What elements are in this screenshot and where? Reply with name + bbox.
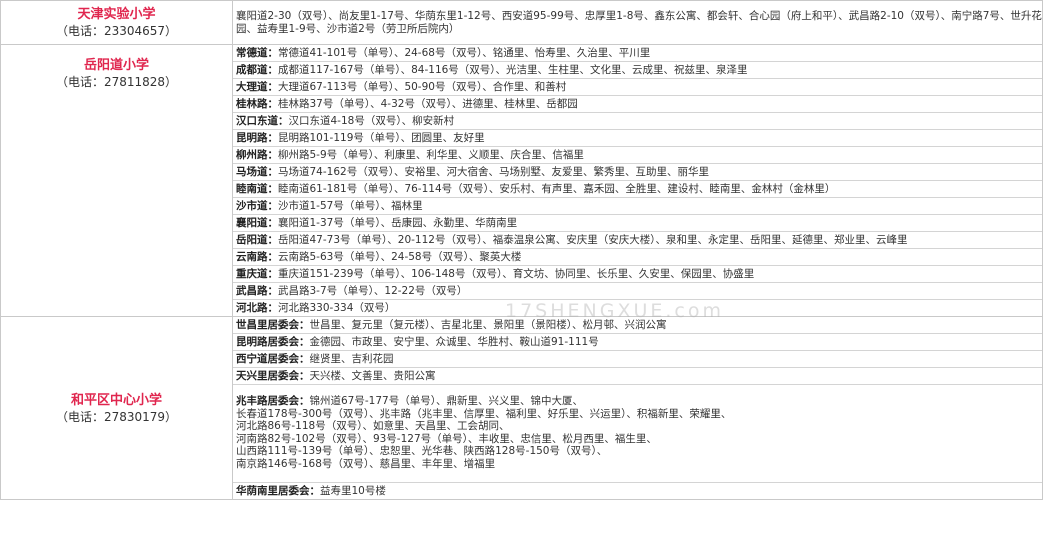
street-detail: 马场道74-162号（双号）、安裕里、河大宿舍、马场别墅、友爱里、繁秀里、互助里…: [278, 166, 709, 178]
school-row-yueyangdao: 岳阳道小学 （电话：27811828） 常德道：常德道41-101号（单号）、2…: [0, 44, 1043, 317]
street-label: 岳阳道：: [236, 234, 278, 246]
street-detail: 益寿里10号楼: [320, 485, 386, 497]
district-row: 河北路：河北路330-334（双号）: [233, 300, 1042, 316]
school-name: 天津实验小学: [77, 7, 156, 22]
district-row: 天兴里居委会：天兴楼、文善里、贵阳公寓: [233, 368, 1042, 385]
district-row: 襄阳道：襄阳道1-37号（单号）、岳康园、永勤里、华荫南里: [233, 215, 1042, 232]
street-detail: 河北路330-334（双号）: [278, 302, 396, 314]
district-row: 成都道：成都道117-167号（单号）、84-116号（双号）、光洁里、生柱里、…: [233, 62, 1042, 79]
district-text: 襄阳道2-30（双号）、尚友里1-17号、华荫东里1-12号、西安道95-99号…: [236, 9, 1042, 35]
street-label: 马场道：: [236, 166, 278, 178]
street-detail: 大理道67-113号（单号）、50-90号（双号）、合作里、和善村: [278, 81, 567, 93]
district-row: 汉口东道：汉口东道4-18号（双号）、柳安新村: [233, 113, 1042, 130]
district-row: 沙市道：沙市道1-57号（单号）、福林里: [233, 198, 1042, 215]
district-line: 长春道178号-300号（双号）、兆丰路（兆丰里、信厚里、福利里、好乐里、兴运里…: [236, 408, 1039, 421]
district-row: 华荫南里居委会：益寿里10号楼: [233, 483, 1042, 499]
school-name: 和平区中心小学: [70, 392, 162, 408]
district-row: 岳阳道：岳阳道47-73号（单号）、20-112号（双号）、福泰温泉公寓、安庆里…: [233, 232, 1042, 249]
district-row: 西宁道居委会：继贤里、吉利花园: [233, 351, 1042, 368]
street-label: 河北路：: [236, 302, 278, 314]
school-cell: 和平区中心小学 （电话：27830179）: [0, 316, 233, 500]
street-detail: 长春道178号-300号（双号）、兆丰路（兆丰里、信厚里、福利里、好乐里、兴运里…: [236, 407, 732, 420]
street-label: 昆明路：: [236, 132, 278, 144]
street-detail: 锦州道67号-177号（单号）、鼎新里、兴义里、锦中大厦、: [309, 395, 583, 407]
district-row: 昆明路：昆明路101-119号（单号）、团圆里、友好里: [233, 130, 1042, 147]
street-detail: 南京路146号-168号（双号）、慈昌里、丰年里、增福里: [236, 457, 496, 470]
street-detail: 金德园、市政里、安宁里、众诚里、华胜村、鞍山道91-111号: [309, 336, 599, 348]
street-detail: 睦南道61-181号（单号）、76-114号（双号）、安乐村、有声里、嘉禾园、全…: [278, 183, 836, 195]
street-detail: 河南路82号-102号（双号）、93号-127号（单号）、丰收里、忠信里、松月西…: [236, 432, 657, 445]
street-label: 汉口东道：: [236, 115, 289, 127]
district-row: 大理道：大理道67-113号（单号）、50-90号（双号）、合作里、和善村: [233, 79, 1042, 96]
street-label: 兆丰路居委会：: [236, 395, 310, 407]
district-line: 河南路82号-102号（双号）、93号-127号（单号）、丰收里、忠信里、松月西…: [236, 433, 1039, 446]
street-detail: 汉口东道4-18号（双号）、柳安新村: [288, 115, 455, 127]
street-detail: 岳阳道47-73号（单号）、20-112号（双号）、福泰温泉公寓、安庆里（安庆大…: [278, 234, 908, 246]
street-detail: 继贤里、吉利花园: [309, 353, 394, 365]
street-label: 桂林路：: [236, 98, 278, 110]
school-cell: 岳阳道小学 （电话：27811828）: [0, 44, 233, 317]
district-row-zhaofeng: 兆丰路居委会：锦州道67号-177号（单号）、鼎新里、兴义里、锦中大厦、 长春道1…: [233, 385, 1042, 483]
street-detail: 柳州路5-9号（单号）、利康里、利华里、义顺里、庆合里、信福里: [278, 149, 584, 161]
street-label: 世昌里居委会：: [236, 319, 310, 331]
school-phone: （电话：23304657）: [55, 24, 178, 38]
school-cell: 天津实验小学 （电话：23304657）: [0, 0, 233, 45]
street-label: 沙市道：: [236, 200, 278, 212]
school-row-tianjin-shiyan: 天津实验小学 （电话：23304657） 襄阳道2-30（双号）、尚友里1-17…: [0, 0, 1043, 45]
street-detail: 河北路86号-118号（双号）、如意里、天昌里、工会胡同、: [236, 420, 510, 432]
district-row: 柳州路：柳州路5-9号（单号）、利康里、利华里、义顺里、庆合里、信福里: [233, 147, 1042, 164]
street-detail: 成都道117-167号（单号）、84-116号（双号）、光洁里、生柱里、文化里、…: [278, 64, 748, 76]
street-label: 重庆道：: [236, 268, 278, 280]
district-row: 世昌里居委会：世昌里、复元里（复元楼）、吉星北里、景阳里（景阳楼）、松月邨、兴润…: [233, 317, 1042, 334]
street-detail: 常德道41-101号（单号）、24-68号（双号）、铭通里、怡寿里、久治里、平川…: [278, 47, 651, 59]
street-label: 西宁道居委会：: [236, 353, 310, 365]
street-label: 天兴里居委会：: [236, 370, 310, 382]
street-label: 襄阳道：: [236, 217, 278, 229]
street-detail: 天兴楼、文善里、贵阳公寓: [309, 370, 436, 382]
district-cell: 襄阳道2-30（双号）、尚友里1-17号、华荫东里1-12号、西安道95-99号…: [232, 0, 1043, 45]
street-label: 睦南道：: [236, 183, 278, 195]
district-line: 河北路86号-118号（双号）、如意里、天昌里、工会胡同、: [236, 420, 1039, 433]
school-phone: （电话：27811828）: [55, 75, 178, 89]
street-detail: 襄阳道1-37号（单号）、岳康园、永勤里、华荫南里: [278, 217, 518, 229]
district-row: 武昌路：武昌路3-7号（单号）、12-22号（双号）: [233, 283, 1042, 300]
district-line: 兆丰路居委会：锦州道67号-177号（单号）、鼎新里、兴义里、锦中大厦、: [236, 395, 1039, 408]
street-detail: 世昌里、复元里（复元楼）、吉星北里、景阳里（景阳楼）、松月邨、兴润公寓: [309, 319, 667, 331]
street-label: 成都道：: [236, 64, 278, 76]
district-cell: 世昌里居委会：世昌里、复元里（复元楼）、吉星北里、景阳里（景阳楼）、松月邨、兴润…: [232, 316, 1043, 500]
school-phone: （电话：27830179）: [55, 409, 178, 424]
district-row: 昆明路居委会：金德园、市政里、安宁里、众诚里、华胜村、鞍山道91-111号: [233, 334, 1042, 351]
street-detail: 桂林路37号（单号）、4-32号（双号）、进德里、桂林里、岳都园: [278, 98, 578, 110]
street-label: 云南路：: [236, 251, 278, 263]
street-detail: 重庆道151-239号（单号）、106-148号（双号）、育文坊、协同里、长乐里…: [278, 268, 755, 280]
street-detail: 云南路5-63号（单号）、24-58号（双号）、聚英大楼: [278, 251, 522, 263]
street-label: 大理道：: [236, 81, 278, 93]
street-detail: 武昌路3-7号（单号）、12-22号（双号）: [278, 285, 468, 297]
school-district-table: 天津实验小学 （电话：23304657） 襄阳道2-30（双号）、尚友里1-17…: [0, 0, 1043, 500]
street-detail: 山西路111号-139号（单号）、忠恕里、光华巷、陕西路128号-150号（双号…: [236, 445, 608, 457]
street-label: 常德道：: [236, 47, 278, 59]
street-label: 柳州路：: [236, 149, 278, 161]
school-row-heping-center: 和平区中心小学 （电话：27830179） 世昌里居委会：世昌里、复元里（复元楼…: [0, 316, 1043, 500]
district-row: 重庆道：重庆道151-239号（单号）、106-148号（双号）、育文坊、协同里…: [233, 266, 1042, 283]
street-label: 华荫南里居委会：: [236, 485, 320, 497]
district-row: 马场道：马场道74-162号（双号）、安裕里、河大宿舍、马场别墅、友爱里、繁秀里…: [233, 164, 1042, 181]
district-row: 云南路：云南路5-63号（单号）、24-58号（双号）、聚英大楼: [233, 249, 1042, 266]
district-line: 山西路111号-139号（单号）、忠恕里、光华巷、陕西路128号-150号（双号…: [236, 445, 1039, 458]
street-label: 武昌路：: [236, 285, 278, 297]
street-label: 昆明路居委会：: [236, 336, 310, 348]
district-row: 桂林路：桂林路37号（单号）、4-32号（双号）、进德里、桂林里、岳都园: [233, 96, 1042, 113]
school-name: 岳阳道小学: [83, 58, 149, 73]
street-detail: 昆明路101-119号（单号）、团圆里、友好里: [278, 132, 485, 144]
district-row: 常德道：常德道41-101号（单号）、24-68号（双号）、铭通里、怡寿里、久治…: [233, 45, 1042, 62]
district-row: 睦南道：睦南道61-181号（单号）、76-114号（双号）、安乐村、有声里、嘉…: [233, 181, 1042, 198]
district-line: 南京路146号-168号（双号）、慈昌里、丰年里、增福里: [236, 458, 1039, 471]
street-detail: 沙市道1-57号（单号）、福林里: [278, 200, 423, 212]
district-cell: 常德道：常德道41-101号（单号）、24-68号（双号）、铭通里、怡寿里、久治…: [232, 44, 1043, 317]
